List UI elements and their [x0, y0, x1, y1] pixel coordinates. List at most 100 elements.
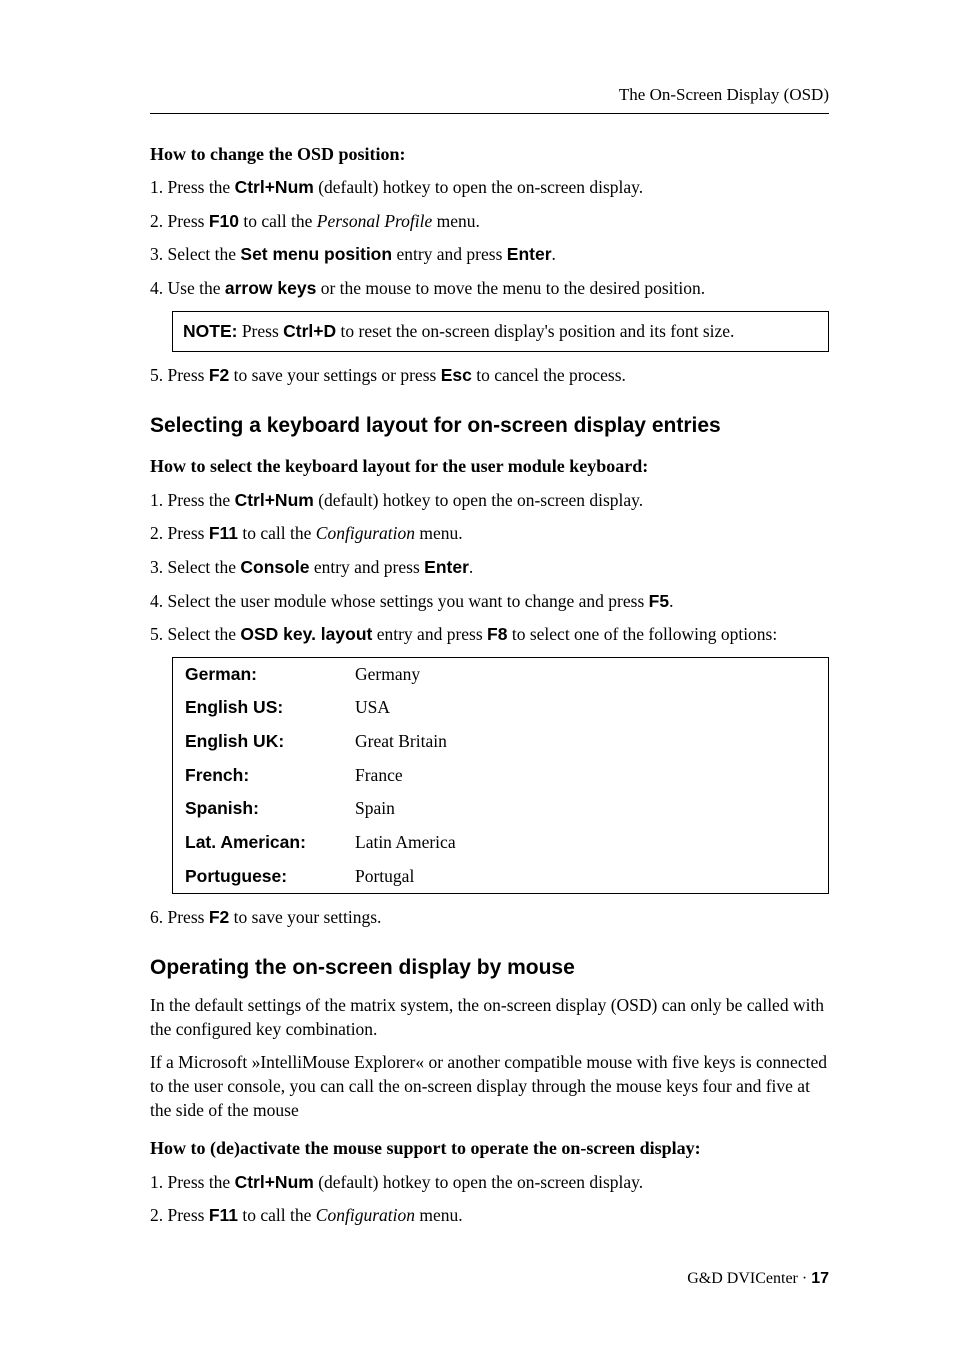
hotkey: F11: [209, 523, 238, 543]
hotkey: Ctrl+Num: [235, 1172, 314, 1192]
text: to save your settings or press: [229, 365, 440, 385]
hotkey: Enter: [507, 244, 552, 264]
layout-val: France: [355, 764, 816, 788]
hotkey: F2: [209, 365, 229, 385]
layout-key: German:: [185, 663, 355, 687]
sec1-step5: 5. Press F2 to save your settings or pre…: [150, 364, 829, 388]
layout-val: Portugal: [355, 865, 816, 889]
hotkey: Ctrl+Num: [235, 177, 314, 197]
entry-name: OSD key. layout: [240, 624, 372, 644]
sec1-step3: 3. Select the Set menu position entry an…: [150, 243, 829, 267]
page-footer: G&D DVICenter · 17: [150, 1268, 829, 1290]
hotkey: F2: [209, 907, 229, 927]
sec1-step4: 4. Use the arrow keys or the mouse to mo…: [150, 277, 829, 301]
text: to call the: [238, 523, 316, 543]
hotkey: F10: [209, 211, 239, 231]
layout-key: Portuguese:: [185, 865, 355, 889]
table-row: English UK: Great Britain: [173, 725, 828, 759]
text: 3. Select the: [150, 557, 240, 577]
text: 3. Select the: [150, 244, 240, 264]
sec1-step1: 1. Press the Ctrl+Num (default) hotkey t…: [150, 176, 829, 200]
text: or the mouse to move the menu to the des…: [316, 278, 705, 298]
layout-key: English UK:: [185, 730, 355, 754]
layout-key: English US:: [185, 696, 355, 720]
sec3-step2: 2. Press F11 to call the Configuration m…: [150, 1204, 829, 1228]
sec2-step1: 1. Press the Ctrl+Num (default) hotkey t…: [150, 489, 829, 513]
sec2-step3: 3. Select the Console entry and press En…: [150, 556, 829, 580]
layout-val: Germany: [355, 663, 816, 687]
text: 2. Press: [150, 1205, 209, 1225]
note-label: NOTE:: [183, 321, 237, 341]
text: to save your settings.: [229, 907, 381, 927]
text: (default) hotkey to open the on-screen d…: [314, 1172, 643, 1192]
sec2-step4: 4. Select the user module whose settings…: [150, 590, 829, 614]
section2-title: How to select the keyboard layout for th…: [150, 454, 829, 478]
layout-val: Spain: [355, 797, 816, 821]
table-row: English US: USA: [173, 691, 828, 725]
text: menu.: [415, 523, 463, 543]
text: 1. Press the: [150, 177, 235, 197]
text: (default) hotkey to open the on-screen d…: [314, 490, 643, 510]
section3-para1: In the default settings of the matrix sy…: [150, 994, 829, 1041]
entry-name: Console: [240, 557, 309, 577]
menu-name: Configuration: [316, 523, 415, 543]
text: entry and press: [372, 624, 487, 644]
text: entry and press: [309, 557, 424, 577]
text: to call the: [239, 211, 317, 231]
hotkey: Enter: [424, 557, 469, 577]
text: .: [669, 591, 673, 611]
text: 5. Select the: [150, 624, 240, 644]
text: menu.: [415, 1205, 463, 1225]
text: entry and press: [392, 244, 507, 264]
text: 4. Select the user module whose settings…: [150, 591, 649, 611]
page-number: 17: [811, 1270, 829, 1287]
text: 2. Press: [150, 523, 209, 543]
table-row: French: France: [173, 759, 828, 793]
text: menu.: [432, 211, 480, 231]
hotkey: arrow keys: [225, 278, 316, 298]
layout-val: Great Britain: [355, 730, 816, 754]
text: (default) hotkey to open the on-screen d…: [314, 177, 643, 197]
layout-key: Lat. American:: [185, 831, 355, 855]
note-box: NOTE: Press Ctrl+D to reset the on-scree…: [172, 311, 829, 353]
layout-val: Latin America: [355, 831, 816, 855]
footer-label: G&D DVICenter ·: [687, 1270, 811, 1287]
hotkey: F11: [209, 1205, 238, 1225]
section3-title: How to (de)activate the mouse support to…: [150, 1136, 829, 1160]
text: to select one of the following options:: [507, 624, 777, 644]
hotkey: Esc: [441, 365, 472, 385]
hotkey: Ctrl+Num: [235, 490, 314, 510]
text: 1. Press the: [150, 490, 235, 510]
text: to reset the on-screen display's positio…: [336, 321, 734, 341]
text: Press: [237, 321, 283, 341]
table-row: Spanish: Spain: [173, 792, 828, 826]
text: to cancel the process.: [472, 365, 626, 385]
hotkey: F8: [487, 624, 507, 644]
sec2-step2: 2. Press F11 to call the Configuration m…: [150, 522, 829, 546]
text: .: [469, 557, 473, 577]
menu-name: Personal Profile: [317, 211, 433, 231]
section3-para2: If a Microsoft »IntelliMouse Explorer« o…: [150, 1051, 829, 1122]
layout-key: Spanish:: [185, 797, 355, 821]
sec2-step5: 5. Select the OSD key. layout entry and …: [150, 623, 829, 647]
hotkey: Ctrl+D: [283, 321, 336, 341]
entry-name: Set menu position: [240, 244, 392, 264]
menu-name: Configuration: [316, 1205, 415, 1225]
table-row: Portuguese: Portugal: [173, 860, 828, 894]
table-row: Lat. American: Latin America: [173, 826, 828, 860]
keyboard-layout-table: German: Germany English US: USA English …: [172, 657, 829, 894]
layout-key: French:: [185, 764, 355, 788]
sec2-step6: 6. Press F2 to save your settings.: [150, 906, 829, 930]
text: to call the: [238, 1205, 316, 1225]
text: .: [552, 244, 556, 264]
layout-val: USA: [355, 696, 816, 720]
text: 5. Press: [150, 365, 209, 385]
section1-title: How to change the OSD position:: [150, 142, 829, 166]
running-head: The On-Screen Display (OSD): [150, 84, 829, 114]
table-row: German: Germany: [173, 658, 828, 692]
hotkey: F5: [649, 591, 669, 611]
text: 4. Use the: [150, 278, 225, 298]
text: 1. Press the: [150, 1172, 235, 1192]
section3-heading: Operating the on-screen display by mouse: [150, 954, 829, 982]
section2-heading: Selecting a keyboard layout for on-scree…: [150, 412, 829, 440]
